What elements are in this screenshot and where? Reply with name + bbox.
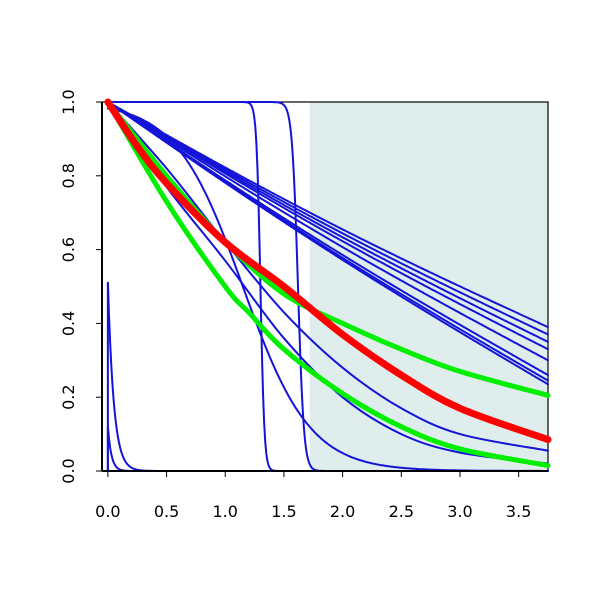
x-tick-label: 2.0 [330, 502, 355, 521]
x-tick-label: 3.5 [506, 502, 531, 521]
x-tick-label: 2.5 [389, 502, 414, 521]
y-tick-label: 0.2 [59, 384, 78, 409]
series-line-blue-5 [106, 101, 549, 362]
series-line-blue-4 [106, 101, 549, 351]
x-tick-label: 1.0 [213, 502, 238, 521]
x-tick-label: 3.0 [447, 502, 472, 521]
x-tick-label: 0.5 [154, 502, 179, 521]
series-line-blue-2 [106, 101, 549, 336]
series-line-red-18 [104, 98, 552, 444]
series-line-blue-3 [106, 101, 549, 343]
x-tick-label: 1.5 [271, 502, 296, 521]
shaded-region-layer [309, 102, 548, 471]
y-tick-label: 0.0 [59, 458, 78, 483]
axes-layer: 0.0 0.5 1.0 1.5 2.0 2.5 3.0 3.5 0.0 0.2 0.4 0.6 0.8 1… [59, 89, 548, 521]
y-tick-label: 0.4 [59, 311, 78, 336]
series-line-green-17 [105, 99, 551, 468]
x-tick-label: 0.0 [95, 502, 120, 521]
series-line-blue-1 [106, 101, 549, 329]
y-tick-label: 0.8 [59, 163, 78, 188]
y-tick-label: 0.6 [59, 237, 78, 262]
shaded-region [309, 102, 548, 471]
series-line-blue-12 [106, 101, 549, 452]
y-tick-label: 1.0 [59, 89, 78, 114]
